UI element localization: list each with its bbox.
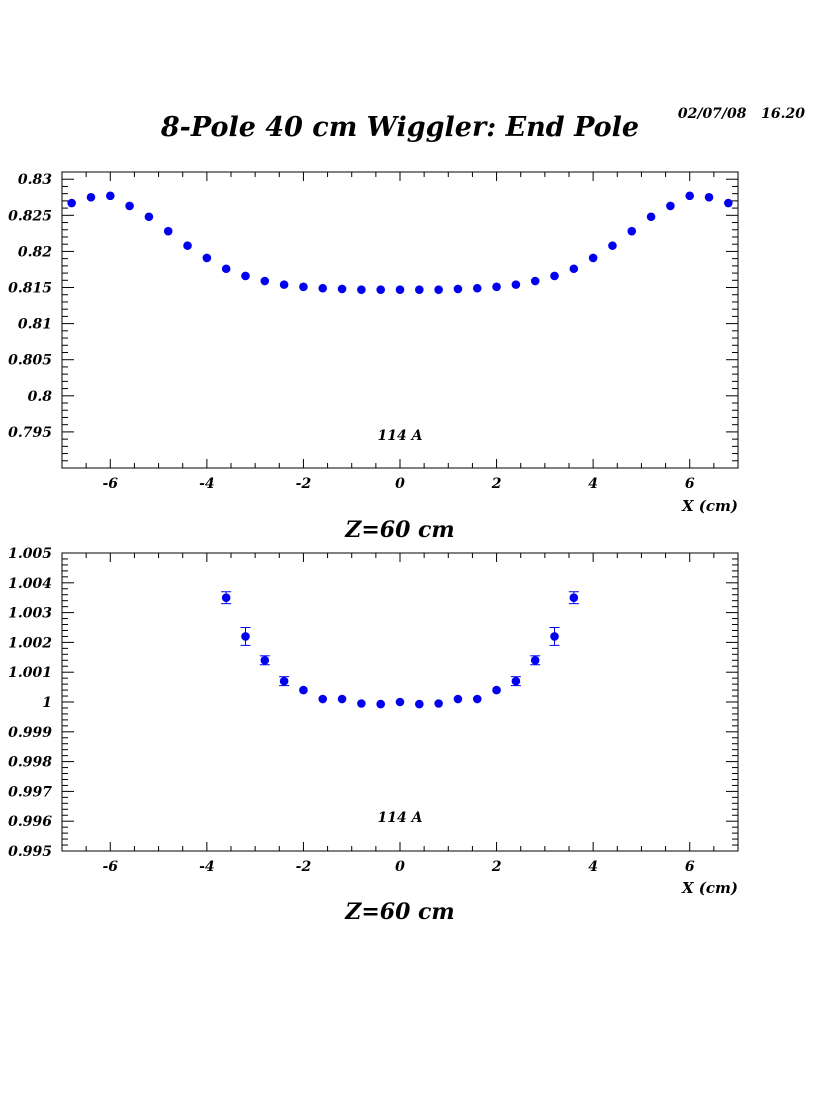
- chart2-x-tick-label: 6: [685, 859, 695, 875]
- chart2-data-point: [357, 699, 366, 708]
- chart1-caption: Z=60 cm: [344, 517, 454, 543]
- chart1-x-tick-label: -4: [199, 476, 215, 492]
- chart2-x-tick-label: 2: [491, 859, 502, 875]
- chart1-data-point: [183, 241, 192, 250]
- chart1-data-point: [588, 253, 598, 263]
- chart1-data-point: [472, 283, 482, 293]
- chart1-y-tick-label: 0.825: [8, 208, 52, 224]
- chart2-y-tick-label: 0.999: [8, 725, 52, 741]
- chart2-data-point: [472, 694, 482, 704]
- chart1-data-point: [299, 282, 308, 292]
- chart2-x-tick-label: -2: [296, 859, 312, 875]
- chart1-data-point: [666, 201, 675, 211]
- chart1-data-point: [685, 191, 695, 201]
- chart1-x-tick-label: 6: [685, 476, 695, 492]
- chart2-y-tick-label: 1.005: [8, 546, 52, 562]
- chart2-y-tick-label: 1.003: [8, 606, 52, 622]
- chart2-x-tick-label: 0: [395, 859, 405, 875]
- chart2-data-point: [279, 676, 289, 686]
- chart1-data-point: [357, 285, 366, 294]
- chart1-data-point: [511, 280, 521, 289]
- chart1-x-tick-label: 4: [588, 476, 598, 492]
- chart2-x-tick-label: 4: [588, 859, 598, 875]
- chart1-data-point: [627, 226, 637, 236]
- chart1-data-point: [221, 264, 231, 274]
- chart1-data-point: [704, 192, 714, 202]
- chart2-data-point: [550, 632, 559, 641]
- chart1-data-point: [144, 212, 154, 222]
- chart1-x-tick-label: 0: [395, 476, 405, 492]
- chart1-data-point: [434, 285, 443, 294]
- chart1-data-point: [608, 241, 617, 250]
- time-text: 16.20: [761, 106, 805, 122]
- chart1-data-point: [125, 201, 134, 211]
- chart1-data-point: [530, 276, 540, 286]
- chart2-y-tick-label: 0.996: [8, 814, 52, 830]
- chart2-y-tick-label: 1.002: [8, 635, 52, 651]
- chart1-data-point: [318, 283, 328, 293]
- chart2-y-tick-label: 1.004: [8, 576, 52, 592]
- chart1-y-tick-label: 0.815: [8, 281, 52, 297]
- chart1-x-tick-label: -2: [296, 476, 312, 492]
- chart1-x-axis-label: X (cm): [681, 497, 738, 515]
- chart2-data-point: [337, 694, 347, 704]
- chart1-y-tick-label: 0.82: [18, 244, 52, 260]
- chart2-y-tick-label: 1.001: [8, 665, 52, 681]
- chart1-data-point: [260, 276, 270, 286]
- page-title: 8-Pole 40 cm Wiggler: End Pole: [160, 112, 640, 143]
- chart1-data-point: [492, 282, 501, 292]
- chart2-data-point: [530, 655, 540, 665]
- chart1-annotation: 114 A: [378, 428, 423, 444]
- chart2-x-tick-label: -6: [103, 859, 119, 875]
- date-stamp: 02/07/08 16.20: [640, 106, 805, 122]
- chart2-data-point: [318, 694, 328, 704]
- chart1-data-point: [376, 285, 385, 294]
- chart2-data-point: [511, 676, 521, 686]
- chart1-data-point: [724, 198, 733, 208]
- chart1-plot-frame: [61, 171, 739, 469]
- chart1-y-tick-label: 0.805: [8, 353, 52, 369]
- chart2-data-point: [569, 593, 579, 602]
- chart2-y-tick-label: 0.998: [8, 755, 52, 771]
- chart2-data-point: [260, 655, 270, 665]
- chart2-y-tick-label: 0.995: [8, 844, 52, 860]
- chart1-data-point: [415, 285, 424, 294]
- chart2-data-point: [453, 694, 463, 704]
- chart1-data-point: [550, 271, 559, 281]
- chart2-caption: Z=60 cm: [344, 899, 454, 925]
- chart1-data-point: [163, 226, 173, 236]
- chart1-y-tick-label: 0.795: [8, 425, 52, 441]
- chart2-data-point: [221, 593, 231, 602]
- chart2-data-point: [299, 685, 308, 695]
- chart2-x-axis-label: X (cm): [681, 879, 738, 897]
- chart1-y-tick-label: 0.81: [18, 317, 52, 333]
- chart2-data-point: [434, 699, 443, 708]
- chart1-x-tick-label: -6: [103, 476, 119, 492]
- chart1-x-tick-label: 2: [491, 476, 502, 492]
- chart2-data-point: [395, 697, 405, 707]
- chart1-data-point: [646, 212, 656, 222]
- chart1-y-tick-label: 0.8: [28, 389, 53, 405]
- chart2-x-tick-label: -4: [199, 859, 215, 875]
- chart1-y-tick-label: 0.83: [18, 172, 52, 188]
- chart2-y-tick-label: 0.997: [8, 784, 52, 800]
- chart1-data-point: [241, 271, 250, 281]
- chart1-data-point: [279, 280, 289, 289]
- chart1-data-point: [395, 285, 405, 294]
- chart1-data-point: [105, 191, 115, 201]
- chart2-data-point: [241, 632, 250, 641]
- chart2-annotation: 114 A: [378, 810, 423, 826]
- chart1-data-point: [86, 192, 96, 202]
- chart1-data-point: [569, 264, 579, 274]
- chart2-data-point: [415, 699, 424, 709]
- chart2-data-point: [376, 699, 385, 709]
- chart1-data-point: [202, 253, 212, 263]
- chart1-data-point: [453, 284, 463, 294]
- date-text: 02/07/08: [677, 106, 747, 122]
- chart2-data-point: [492, 685, 501, 695]
- chart2-y-tick-label: 1: [42, 695, 52, 711]
- chart1-data-point: [67, 198, 76, 208]
- chart1-data-point: [337, 284, 347, 294]
